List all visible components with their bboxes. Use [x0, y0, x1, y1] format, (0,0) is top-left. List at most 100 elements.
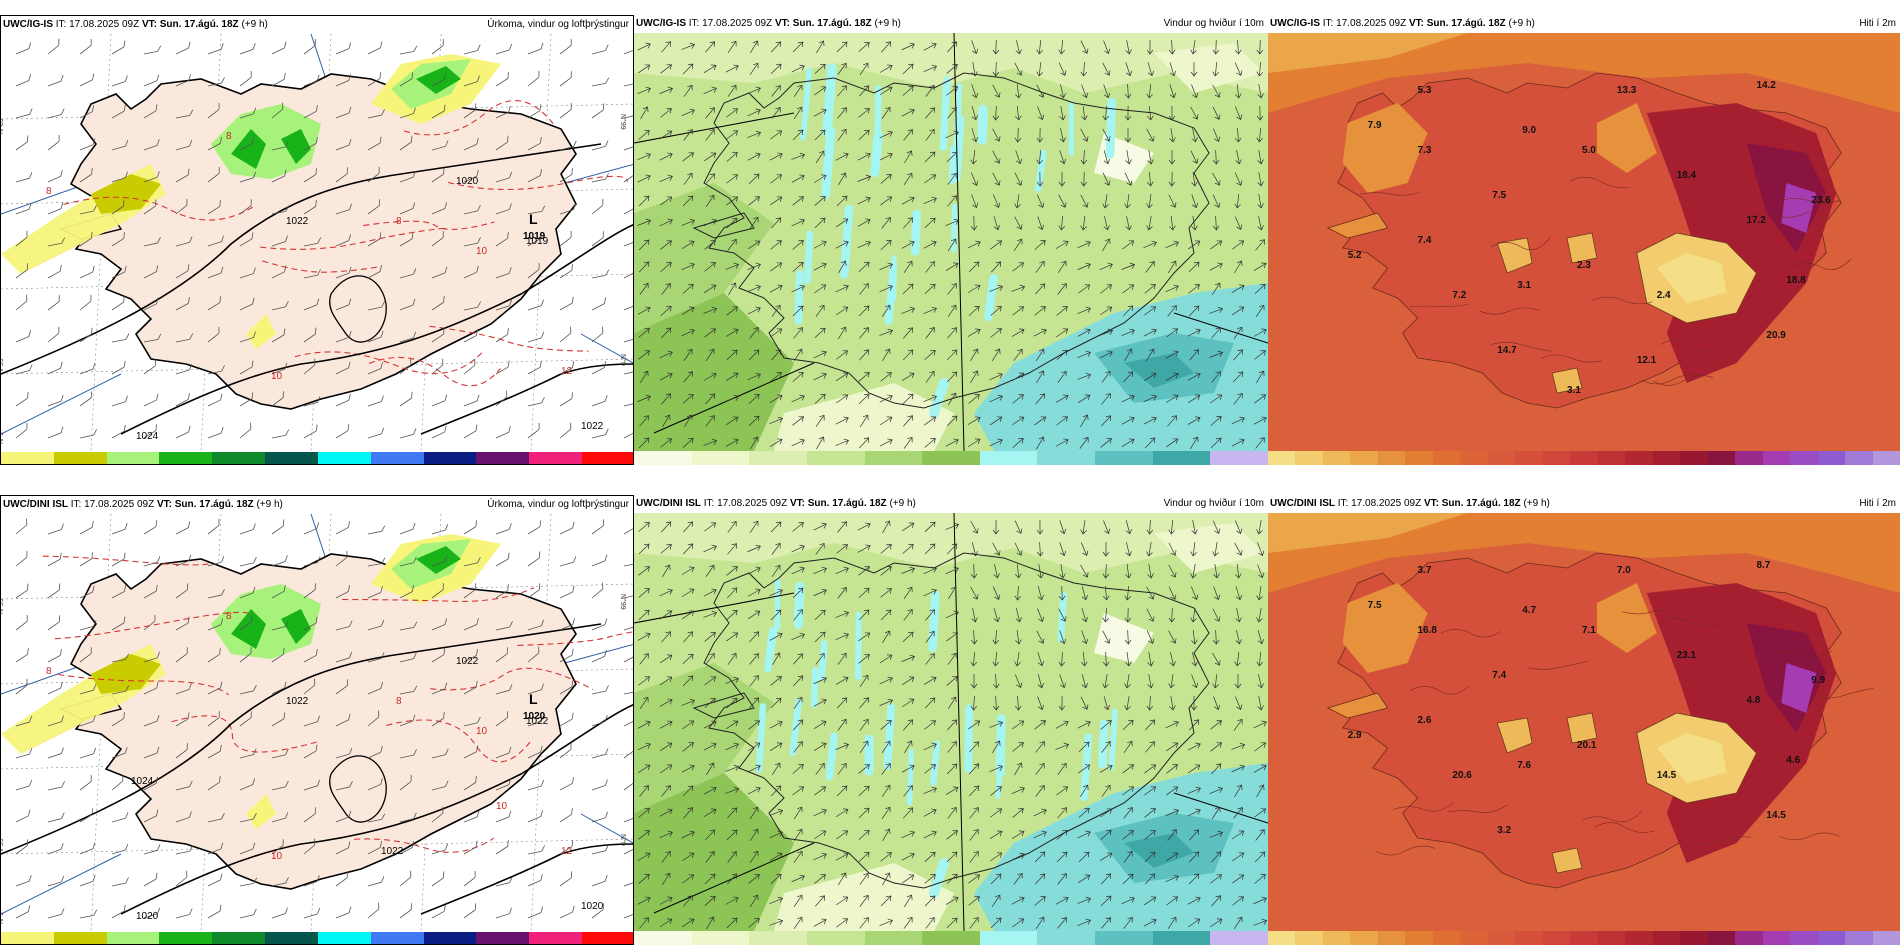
low-pressure-value: 1019: [523, 231, 546, 242]
map-canvas: 5.3 13.3 14.2 7.9 9.0 7.3 5.0 18.4 7.5 23.6 17.2 7.…: [1268, 33, 1900, 451]
colorbar-swatch: [1268, 931, 1296, 945]
low-pressure-marker: L: [529, 211, 538, 227]
temperature-value-label: 8.7: [1756, 560, 1770, 571]
colorbar-swatch: [1790, 931, 1818, 945]
temperature-value-label: 23.1: [1677, 650, 1697, 661]
colorbar-swatch: [1570, 931, 1598, 945]
colorbar-swatch: [1377, 931, 1406, 945]
isobar-label: 1020: [581, 901, 604, 912]
colorbar-swatch: [1872, 931, 1900, 945]
temperature-contour-label: 8: [46, 186, 52, 197]
colorbar: [634, 451, 1268, 465]
isobar-label: 1019: [526, 236, 549, 247]
isobar-label: 1024: [136, 431, 159, 442]
panel-title: Hiti í 2m: [1859, 498, 1896, 509]
colorbar-swatch: [1845, 451, 1873, 465]
graticule-label: N°99: [1, 598, 5, 614]
map-canvas: [634, 513, 1268, 931]
colorbar-swatch: [159, 452, 213, 464]
temperature-value-label: 3.2: [1497, 825, 1511, 836]
colorbar-swatch: [1037, 451, 1096, 465]
lead-time: (+9 h): [874, 18, 901, 29]
colorbar-swatch: [922, 451, 980, 465]
temperature-value-label: 12.1: [1637, 355, 1657, 366]
temperature-contour-label: 10: [271, 851, 283, 862]
colorbar-swatch: [1845, 931, 1873, 945]
temperature-contour-label: 10: [496, 801, 508, 812]
init-time: 17.08.2025 09Z: [84, 499, 155, 510]
temperature-value-label: 20.6: [1452, 770, 1472, 781]
colorbar-swatch: [423, 932, 477, 944]
model-name: UWC/DINI ISL: [3, 499, 68, 510]
colorbar-swatch: [691, 451, 750, 465]
colorbar-swatch: [691, 931, 750, 945]
colorbar-swatch: [1515, 931, 1543, 945]
init-time-label: IT:: [1337, 498, 1349, 509]
colorbar-swatch: [864, 931, 923, 945]
colorbar-swatch: [1405, 451, 1433, 465]
colorbar-swatch: [1570, 451, 1598, 465]
valid-time-label: VT:: [789, 498, 805, 509]
isobar-label: 1022: [286, 216, 309, 227]
graticule-label: N°9: [619, 834, 627, 846]
colorbar-swatch: [1377, 451, 1406, 465]
isobar-label: 1022: [286, 696, 309, 707]
temperature-value-label: 7.4: [1492, 670, 1506, 681]
graticule-label: N°99: [619, 594, 627, 610]
init-time: 17.08.2025 09Z: [717, 498, 788, 509]
temperature-contour-label: 10: [271, 371, 283, 382]
colorbar-swatch: [1152, 931, 1211, 945]
colorbar-swatch: [806, 931, 865, 945]
colorbar-swatch: [1735, 451, 1763, 465]
colorbar-swatch: [1762, 451, 1791, 465]
colorbar-swatch: [476, 932, 530, 944]
model-name: UWC/IG-IS: [3, 19, 53, 30]
temperature-contour-label: 10: [476, 726, 488, 737]
temperature-value-label: 20.1: [1577, 740, 1597, 751]
valid-time: Sun. 17.ágú. 18Z: [792, 18, 872, 29]
temperature-value-label: 3.7: [1418, 565, 1432, 576]
colorbar-swatch: [1597, 451, 1626, 465]
colorbar-swatch: [212, 932, 266, 944]
lead-time: (+9 h): [1508, 18, 1535, 29]
isobar-label: 1020: [456, 176, 479, 187]
colorbar-swatch: [1487, 931, 1516, 945]
init-time: 17.08.2025 09Z: [702, 18, 773, 29]
colorbar-swatch: [979, 931, 1038, 945]
colorbar-swatch: [476, 452, 530, 464]
colorbar-swatch: [1542, 451, 1571, 465]
map-panel-wind: UWC/DINI ISL IT: 17.08.2025 09Z VT: Sun.…: [634, 495, 1268, 945]
colorbar-swatch: [582, 452, 633, 464]
panel-title: Vindur og hviður í 10m: [1163, 18, 1264, 29]
panel-title: Úrkoma, vindur og loftþrýstingur: [487, 19, 629, 30]
init-time-label: IT:: [1322, 18, 1334, 29]
colorbar-swatch: [1652, 451, 1681, 465]
temperature-value-label: 2.6: [1418, 715, 1432, 726]
colorbar-swatch: [1790, 451, 1818, 465]
panel-title: Vindur og hviður í 10m: [1163, 498, 1264, 509]
colorbar-swatch: [1625, 931, 1653, 945]
init-time-label: IT:: [703, 498, 715, 509]
map-canvas: 3.7 7.0 8.7 7.5 4.7 16.8 7.1 23.1 7.4 9.9 4.8 2.6 2.…: [1268, 513, 1900, 931]
colorbar-swatch: [1432, 931, 1461, 945]
temperature-value-label: 16.8: [1418, 625, 1438, 636]
colorbar-swatch: [1680, 931, 1708, 945]
colorbar-swatch: [265, 452, 318, 464]
model-name: UWC/DINI ISL: [636, 498, 701, 509]
temperature-value-label: 14.7: [1497, 345, 1517, 356]
temperature-value-label: 2.3: [1577, 260, 1591, 271]
colorbar-swatch: [1625, 451, 1653, 465]
low-pressure-value: 1020: [523, 711, 546, 722]
colorbar-swatch: [1295, 451, 1323, 465]
model-name: UWC/DINI ISL: [1270, 498, 1335, 509]
temperature-value-label: 13.3: [1617, 85, 1637, 96]
temperature-value-label: 7.3: [1418, 145, 1432, 156]
model-name: UWC/IG-IS: [1270, 18, 1320, 29]
valid-time-label: VT:: [156, 499, 172, 510]
colorbar-swatch: [864, 451, 923, 465]
temperature-contour-label: 8: [396, 696, 402, 707]
colorbar-swatch: [159, 932, 213, 944]
colorbar-swatch: [1542, 931, 1571, 945]
iceland-landmass: [69, 73, 577, 410]
